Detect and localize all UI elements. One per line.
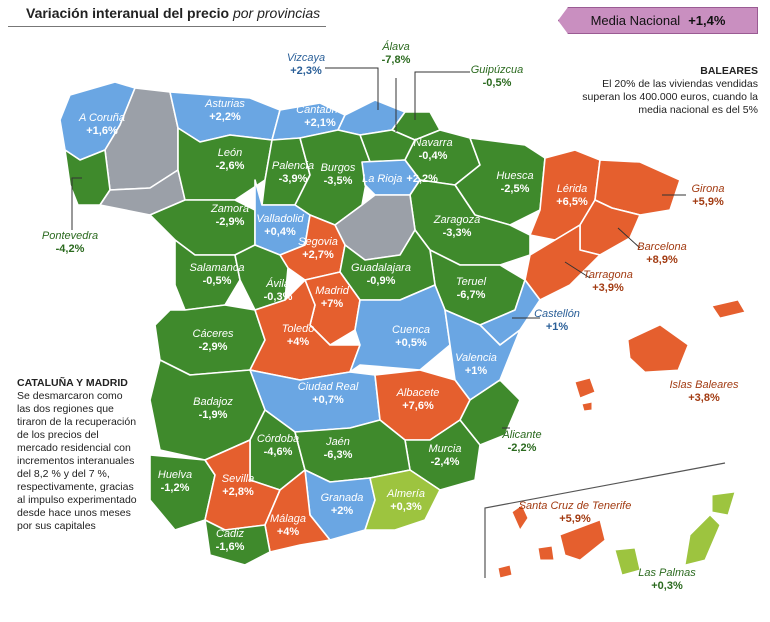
media-nacional-badge: Media Nacional +1,4% — [558, 7, 758, 34]
label-lerida: Lérida +6,5% — [556, 183, 588, 208]
label-burgos: Burgos -3,5% — [320, 162, 356, 187]
island-la-gomera — [537, 545, 555, 561]
leader-pontevedra — [71, 177, 82, 230]
label-alava: Álava -7,8% — [381, 41, 411, 66]
island-ibiza — [574, 377, 596, 399]
label-girona: Girona +5,9% — [691, 183, 725, 208]
island-menorca — [711, 299, 746, 319]
label-zamora: Zamora -2,9% — [211, 203, 249, 228]
label-navarra: Navarra -0,4% — [413, 137, 453, 162]
leader-barcelona — [617, 227, 641, 249]
label-alicante: Alicante -2,2% — [502, 429, 542, 454]
label-barcelona: Barcelona +8,9% — [637, 241, 687, 266]
region-salamanca — [174, 239, 241, 311]
label-toledo: Toledo +4% — [281, 323, 315, 348]
label-vizcaya: Vizcaya +2,3% — [286, 52, 326, 77]
label-murcia: Murcia -2,4% — [428, 443, 462, 468]
island-tenerife — [559, 519, 606, 561]
region-cadiz — [204, 519, 271, 566]
label-salamanca: Salamanca -0,5% — [189, 262, 245, 287]
label-huesca: Huesca -2,5% — [496, 170, 534, 195]
label-cadiz: Cádiz -1,6% — [215, 528, 245, 553]
label-cuenca: Cuenca +0,5% — [392, 324, 430, 349]
label-leon: León -2,6% — [215, 147, 245, 172]
label-las-palmas: Las Palmas +0,3% — [638, 567, 696, 592]
label-valencia: Valencia +1% — [455, 352, 497, 377]
label-sevilla: Sevilla +2,8% — [221, 473, 255, 498]
title-underline — [8, 26, 326, 27]
label-valladolid: Valladolid +0,4% — [256, 213, 304, 238]
label-granada: Granada +2% — [320, 492, 364, 517]
label-cordoba: Córdoba -4,6% — [256, 433, 300, 458]
label-guadalajara: Guadalajara -0,9% — [351, 262, 411, 287]
island-la-palma — [511, 504, 529, 532]
label-malaga: Málaga +4% — [269, 513, 307, 538]
label-santa-cruz-tenerife: Santa Cruz de Tenerife +5,9% — [518, 500, 632, 525]
label-tarragona: Tarragona +3,9% — [583, 269, 633, 294]
label-badajoz: Badajoz -1,9% — [193, 396, 233, 421]
label-guipuzcoa: Guipúzcua -0,5% — [470, 64, 524, 89]
label-caceres: Cáceres -2,9% — [192, 328, 234, 353]
region-toledo — [249, 279, 361, 381]
region-tarragona — [524, 224, 601, 301]
label-albacete: Albacete +7,6% — [396, 387, 440, 412]
map-title: Variación interanual del precio por prov… — [26, 5, 321, 21]
label-teruel: Teruel -6,7% — [455, 276, 487, 301]
label-castellon: Castellón +1% — [534, 308, 580, 333]
label-almeria: Almería +0,3% — [387, 488, 425, 513]
label-segovia: Segovia +2,7% — [298, 236, 338, 261]
region-avila — [234, 244, 289, 311]
label-zaragoza: Zaragoza -3,3% — [433, 214, 481, 239]
leader-tarragona — [564, 261, 591, 279]
island-fuerteventura — [684, 514, 721, 566]
label-huelva: Huelva -1,2% — [157, 469, 193, 494]
canary-inset-frame — [484, 462, 726, 578]
label-cantabria: Cantabria +2,1% — [296, 104, 344, 129]
island-formentera — [581, 401, 593, 412]
leader-guipuzcoa — [414, 71, 470, 120]
label-la-rioja: La Rioja +2,2% — [362, 173, 438, 185]
island-el-hierro — [497, 564, 513, 579]
region-malaga — [264, 469, 331, 553]
label-islas-baleares: Islas Baleares +3,8% — [669, 379, 739, 404]
label-asturias: Asturias +2,2% — [205, 98, 245, 123]
label-pontevedra: Pontevedra -4,2% — [41, 230, 99, 255]
leader-vizcaya — [325, 67, 379, 110]
island-mallorca — [627, 324, 689, 373]
label-ciudad-real: Ciudad Real +0,7% — [297, 381, 359, 406]
cataluna-madrid-note: CATALUÑA Y MADRID Se desmarcaron como la… — [17, 377, 137, 532]
label-avila: Ávila -0,3% — [263, 278, 293, 303]
label-a-coruna: A Coruña +1,6% — [78, 112, 126, 137]
label-palencia: Palencia -3,9% — [271, 160, 315, 185]
island-lanzarote — [711, 491, 736, 516]
label-jaen: Jaén -6,3% — [323, 436, 353, 461]
baleares-note: BALEARES El 20% de las viviendas vendida… — [582, 65, 758, 116]
region-almeria — [364, 469, 441, 531]
island-gran-canaria — [614, 547, 641, 576]
label-madrid: Madrid +7% — [315, 285, 349, 310]
